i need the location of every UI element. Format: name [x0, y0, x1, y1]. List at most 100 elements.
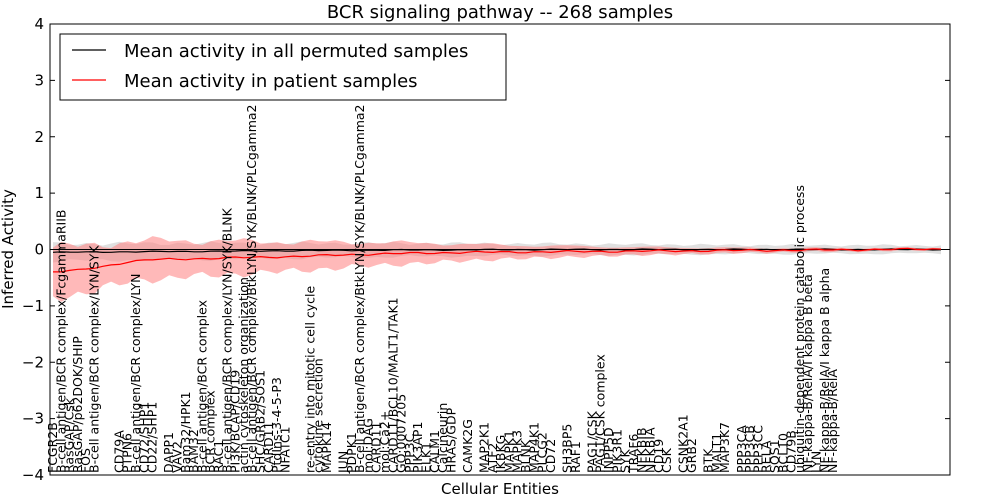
- entity-label: PtdIns-3-4-5-P3: [269, 377, 284, 473]
- entity-label: RELA: [759, 440, 774, 473]
- entity-label: CARD11/BCL10/MALT1/TAK1: [385, 297, 400, 473]
- entity-label: CD72: [543, 439, 558, 473]
- entity-label: Bam32/HPK1: [178, 391, 193, 473]
- entity-label: CAMK2G: [460, 419, 475, 473]
- entity-label: RasGAP/p62DOK/SHIP: [70, 336, 85, 473]
- entity-label: GO:0007205: [394, 394, 409, 473]
- patient-mean-line: [53, 247, 942, 273]
- entity-label: cytokine secretion: [311, 358, 326, 473]
- entity-label: PAG1/CSK complex: [593, 354, 608, 473]
- entity-label: MAP3K7: [717, 422, 732, 473]
- entity-label: B-cell antigen/BCR complex/FcgammaRIIB: [53, 209, 68, 473]
- entity-label: MAPK1: [501, 430, 516, 473]
- entity-label: NFKBIB: [634, 427, 649, 473]
- entity-label: PI3K/BCAP/CD19: [228, 370, 243, 473]
- entity-label: CSK: [659, 447, 674, 473]
- entity-label: PIK3AP1: [410, 422, 425, 473]
- entity-label: B-cell antigen/BCR complex/LYN/SYK: [86, 245, 101, 473]
- entity-label: VAV2: [169, 441, 184, 473]
- entity-label: BTK: [701, 448, 716, 473]
- entity-label: NFATC1: [277, 426, 292, 473]
- entity-label: PTPN6: [120, 433, 135, 473]
- entity-label: SHC/GRB2/SOS1: [252, 370, 267, 473]
- entity-label: MAP4K1: [526, 422, 541, 473]
- entity-label: FCGR2B: [45, 422, 60, 473]
- entity-label: actin cytoskeleton organization: [236, 277, 251, 473]
- permuted-mean-line: [52, 248, 942, 254]
- entity-label: HRAS/GDP: [443, 407, 458, 473]
- entity-label: CD79B: [784, 430, 799, 473]
- y-tick-label: 3: [34, 71, 44, 89]
- entity-label: JUN: [335, 451, 350, 474]
- entity-label: NFKBIA: [643, 427, 658, 473]
- x-axis-label: Cellular Entities: [441, 480, 559, 498]
- entity-label: B-cell antigen/BCR complex/LYN: [128, 274, 143, 474]
- entity-label: PPP3CB: [742, 425, 757, 473]
- entity-label: TRAF6: [626, 433, 641, 474]
- entity-label: NF-kappa-B/RelA/I kappa B beta: [800, 274, 815, 473]
- entity-label: MAP2K1: [477, 422, 492, 473]
- entity-label: PAG1/CSK: [584, 410, 599, 473]
- entity-label: PPP3CA: [734, 425, 749, 473]
- entity-label: B-cell antigen/BCR complex/BtkLYN/SYK/BL…: [244, 104, 259, 473]
- legend: Mean activity in all permuted samples Me…: [59, 33, 507, 101]
- entity-label: LYN: [809, 451, 824, 473]
- entity-label: SOS1: [767, 439, 782, 473]
- entity-label: re-entry into mitotic cell cycle: [302, 285, 317, 473]
- entity-label: mol:DAG: [360, 418, 375, 473]
- entity-label: CD19: [651, 439, 666, 473]
- legend-label-patient: Mean activity in patient samples: [124, 71, 418, 92]
- y-tick-label: −4: [22, 466, 44, 484]
- entity-label: B-cell antigen/BCR complex/LYN/SYK/BLNK: [219, 207, 234, 473]
- entity-label: ubiquitin-dependent protein catabolic pr…: [792, 185, 807, 473]
- entity-label: BCL10: [775, 433, 790, 473]
- y-tick-label: 4: [34, 15, 44, 33]
- y-tick-label: 1: [34, 184, 44, 202]
- patient-band: [53, 236, 941, 302]
- y-axis-ticks: −4 −3 −2 −1 0 1 2 3 4: [22, 15, 950, 484]
- entity-label: RasGAP/Csk: [62, 397, 77, 473]
- entity-label: NF-kappa-B/RelA/I kappa B alpha: [817, 268, 832, 473]
- entity-label: MAPK14: [319, 422, 334, 473]
- entity-label: IKBKG: [493, 435, 508, 473]
- entity-label: ATF2: [485, 443, 500, 473]
- series-lines: [52, 247, 942, 273]
- entity-label: CD72/SHP1: [136, 402, 151, 473]
- entity-label: BLNK: [518, 439, 533, 473]
- entity-label: INPP5D: [601, 427, 616, 473]
- legend-label-permuted: Mean activity in all permuted samples: [124, 41, 468, 62]
- entity-label: PDPK1: [344, 432, 359, 473]
- entity-label: MAPK3: [510, 430, 525, 473]
- entity-label: SH3BP5: [560, 424, 575, 473]
- entity-label: CARD11: [369, 422, 384, 474]
- entity-label: SYK: [618, 448, 633, 473]
- entity-label: BCR complex: [203, 390, 218, 473]
- entity-label: RAC1: [211, 440, 226, 473]
- entity-label: mol:Ca2+: [377, 411, 392, 473]
- entity-label: NF-kappa-B/RelA: [825, 369, 840, 473]
- entity-label: CALM1: [427, 430, 442, 473]
- entity-label: PPP3C: [402, 433, 417, 473]
- entity-label: PLCG2: [535, 432, 550, 473]
- entity-label: FOS: [78, 448, 93, 473]
- legend-box: [59, 33, 507, 101]
- entity-label: BAM32: [186, 429, 201, 473]
- y-tick-label: 2: [34, 128, 44, 146]
- entity-label: PPP3CC: [750, 425, 765, 473]
- entity-label: CD79A: [111, 430, 126, 473]
- entity-label: B-cell antigen/BCR complex/BtkLYN/SYK/BL…: [352, 105, 367, 474]
- entity-label: RAF1: [568, 441, 583, 473]
- chart-title: BCR signaling pathway -- 268 samples: [327, 2, 673, 23]
- entity-label: ELK1: [418, 442, 433, 473]
- entity-label: CARD11: [261, 422, 276, 474]
- y-tick-label: 0: [34, 241, 44, 259]
- entity-label: DAPP1: [161, 432, 176, 473]
- entity-label: Calcineurin: [435, 403, 450, 473]
- y-tick-label: −1: [22, 297, 44, 315]
- y-axis-label: Inferred Activity: [0, 189, 17, 309]
- entity-label: CSNK2A1: [676, 414, 691, 473]
- entity-label: MALT1: [709, 433, 724, 473]
- entity-label: B-cell antigen/BCR complex: [194, 300, 209, 473]
